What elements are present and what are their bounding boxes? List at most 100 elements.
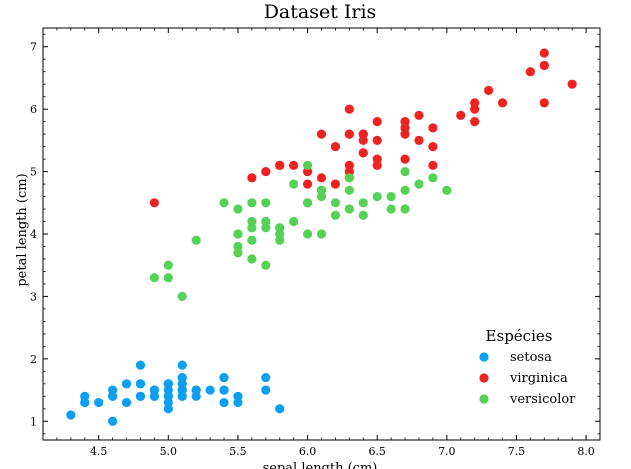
data-point-versicolor [261,198,271,208]
data-point-versicolor [289,216,299,227]
data-point-versicolor [247,198,257,208]
data-point-virginica [358,148,368,158]
data-point-virginica [344,104,354,114]
data-point-virginica [525,67,535,77]
data-point-virginica [400,154,410,164]
data-point-virginica [497,98,508,108]
legend-marker-setosa [479,352,489,362]
data-point-setosa [233,397,243,408]
y-tick-label: 5 [30,166,37,179]
data-point-virginica [358,135,368,145]
data-point-versicolor [149,273,159,283]
data-point-virginica [302,179,313,189]
data-point-versicolor [247,254,257,264]
data-point-versicolor [400,166,410,177]
data-point-setosa [163,391,173,401]
x-tick-label: 7.5 [508,445,526,458]
data-point-virginica [372,154,382,164]
data-point-virginica [372,117,382,127]
data-point-versicolor [330,198,341,208]
data-point-virginica [149,198,159,208]
data-point-versicolor [330,210,341,220]
data-point-setosa [108,391,118,401]
data-point-virginica [275,160,285,170]
data-point-versicolor [191,235,201,245]
data-point-versicolor [344,185,354,195]
data-point-virginica [247,173,257,183]
data-point-virginica [372,135,382,145]
y-axis-label: petal length (cm) [15,173,30,286]
x-tick-label: 7.0 [438,445,456,458]
data-point-versicolor [247,216,257,227]
data-point-virginica [539,98,549,108]
data-point-virginica [428,123,438,133]
data-point-virginica [484,85,494,96]
data-point-versicolor [289,179,299,189]
data-point-setosa [261,372,271,383]
data-point-virginica [456,110,466,120]
data-point-virginica [316,129,327,139]
y-tick-label: 6 [30,103,37,116]
data-point-versicolor [400,204,410,214]
data-point-versicolor [233,248,243,258]
x-tick-label: 8.0 [577,445,595,458]
data-point-versicolor [163,260,173,270]
data-point-setosa [177,379,187,389]
data-point-virginica [400,123,410,133]
data-point-virginica [428,142,438,152]
legend: Espécies setosa virginica versicolor [479,327,576,407]
data-point-versicolor [414,179,424,189]
data-point-versicolor [247,235,257,245]
data-point-virginica [289,160,299,170]
series-setosa [66,360,285,426]
data-point-versicolor [261,260,271,270]
x-tick-label: 5.5 [229,445,247,458]
data-point-versicolor [386,191,396,202]
series-versicolor [149,160,452,302]
data-point-versicolor [233,229,243,239]
y-tick-label: 3 [30,290,37,303]
data-point-versicolor [344,204,354,214]
data-point-versicolor [302,229,313,239]
legend-marker-versicolor [479,394,489,404]
data-point-versicolor [233,204,243,214]
data-point-virginica [414,110,424,120]
data-point-virginica [539,60,549,71]
data-point-setosa [177,360,187,370]
data-point-virginica [470,104,480,114]
series-virginica [149,48,577,208]
data-point-setosa [94,397,104,408]
data-point-setosa [163,379,173,389]
data-point-versicolor [316,229,327,239]
data-point-versicolor [386,204,396,214]
data-point-setosa [135,379,146,389]
legend-label-virginica: virginica [509,371,568,386]
data-point-virginica [567,79,577,89]
data-point-virginica [330,142,341,152]
data-point-setosa [121,379,132,389]
y-tick-label: 7 [30,41,37,54]
data-point-virginica [539,48,549,58]
data-point-setosa [121,397,132,408]
x-axis-label: sepal length (cm) [263,461,378,469]
data-point-setosa [135,360,146,370]
data-point-virginica [316,173,327,183]
y-tick-label: 1 [30,415,37,428]
data-point-setosa [80,397,90,408]
data-point-setosa [149,391,159,401]
data-point-setosa [135,391,146,401]
data-point-versicolor [372,191,382,202]
data-point-setosa [261,385,271,395]
legend-marker-virginica [479,373,489,383]
data-point-versicolor [442,185,452,195]
data-point-virginica [330,179,341,189]
data-point-setosa [219,397,229,408]
data-point-versicolor [358,210,368,220]
data-point-versicolor [358,198,368,208]
data-point-virginica [470,117,480,127]
y-tick-label: 2 [30,353,37,366]
data-point-virginica [261,166,271,177]
data-point-versicolor [163,273,173,283]
legend-title: Espécies [486,327,553,345]
